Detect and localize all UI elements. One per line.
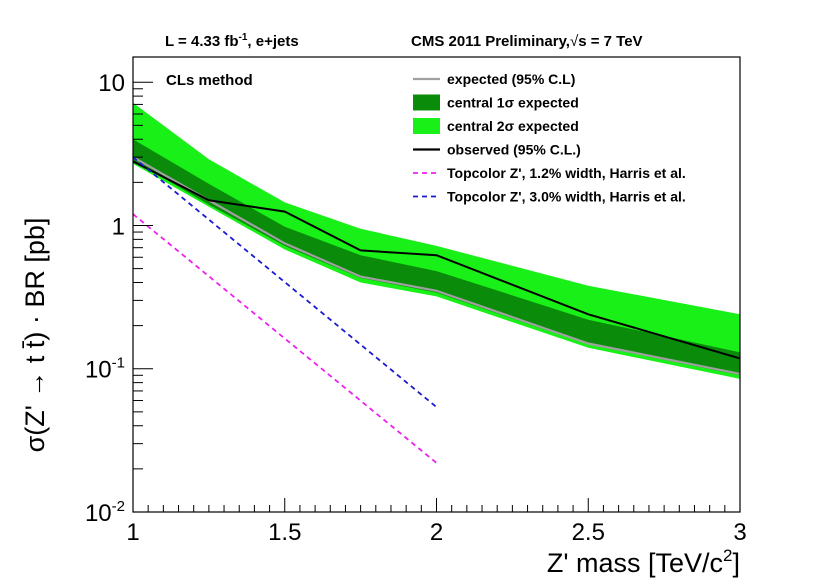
legend-swatch: [413, 94, 440, 111]
observed-limit-line: [132, 160, 741, 360]
y-tick-label: 10-1: [85, 355, 125, 384]
legend: expected (95% C.L) central 1σ expected cen…: [413, 71, 686, 205]
legend-item-tc30: Topcolor Z', 3.0% width, Harris et al.: [413, 189, 686, 205]
x-tick-label: 1.5: [268, 519, 301, 546]
x-tick-label: 3: [733, 519, 746, 546]
band-1sigma-area: [133, 139, 740, 376]
x-axis: 1 1.5 2 2.5 3: [126, 498, 747, 546]
legend-item-observed: observed (95% C.L.): [413, 142, 581, 158]
x-tick-label: 2: [430, 519, 443, 546]
x-tick-label: 1: [126, 519, 139, 546]
legend-label: central 2σ expected: [447, 118, 579, 134]
y-axis-label: σ(Z' → t t̄) · BR [pb]: [20, 218, 50, 453]
x-axis-label: Z' mass [TeV/c2]: [547, 546, 740, 578]
legend-item-tc12: Topcolor Z', 1.2% width, Harris et al.: [413, 165, 686, 181]
y-tick-label: 10: [98, 70, 125, 97]
legend-item-band1: central 1σ expected: [413, 94, 579, 111]
band-1sigma: [133, 139, 740, 376]
legend-label: Topcolor Z', 3.0% width, Harris et al.: [447, 189, 686, 205]
topcolor-3-0-width-line: [132, 156, 438, 408]
legend-item-band2: central 2σ expected: [413, 118, 579, 134]
y-tick-label: 10-2: [85, 498, 125, 527]
band-2sigma-area: [133, 102, 740, 379]
method-label: CLs method: [166, 72, 253, 89]
topcolor-1-2-width-line: [132, 213, 438, 464]
band-2sigma: [133, 102, 740, 379]
luminosity-label: L = 4.33 fb-1, e+jets: [165, 32, 299, 50]
y-axis: 10 1 10-1 10-2: [85, 70, 153, 527]
legend-label: expected (95% C.L): [447, 71, 575, 87]
legend-label: observed (95% C.L.): [447, 142, 581, 158]
curves: [132, 156, 741, 464]
legend-label: central 1σ expected: [447, 95, 579, 111]
experiment-label: CMS 2011 Preliminary,√s = 7 TeV: [411, 33, 643, 50]
legend-swatch: [413, 118, 440, 134]
legend-label: Topcolor Z', 1.2% width, Harris et al.: [447, 165, 686, 181]
x-tick-label: 2.5: [572, 519, 605, 546]
legend-item-expected: expected (95% C.L): [413, 71, 575, 87]
y-tick-label: 1: [112, 213, 125, 240]
